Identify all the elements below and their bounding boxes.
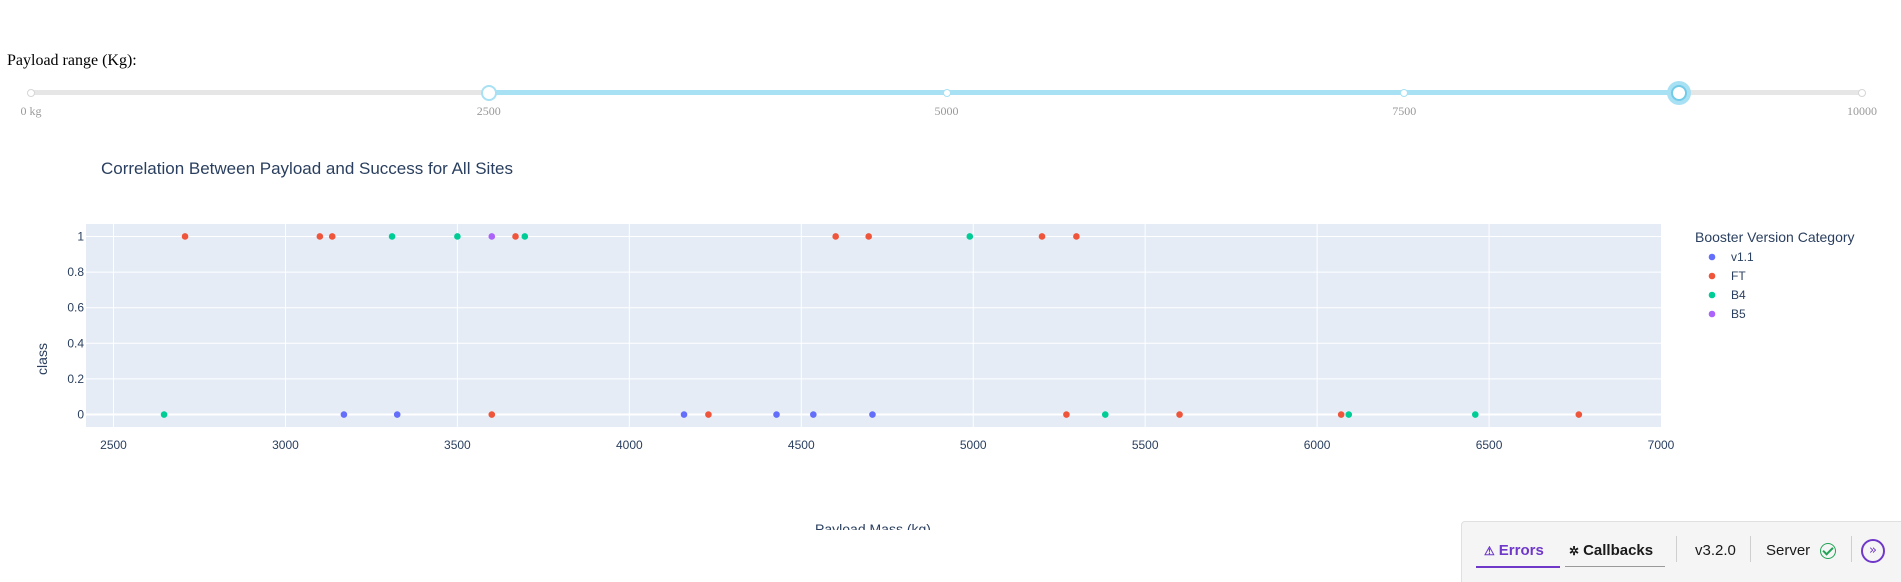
slider-mark-label[interactable]: 0 kg	[20, 104, 42, 118]
divider	[1750, 536, 1751, 562]
x-tick-label: 4000	[616, 438, 643, 452]
callbacks-label: Callbacks	[1583, 542, 1654, 559]
data-point-FT[interactable]	[1063, 411, 1070, 418]
legend-marker	[1708, 291, 1716, 299]
data-point-v1-1[interactable]	[773, 411, 780, 418]
data-point-B4[interactable]	[1345, 411, 1353, 418]
x-tick-label: 3000	[272, 438, 299, 452]
callbacks-tab-underline	[1565, 566, 1665, 567]
y-tick-label: 0.8	[67, 265, 84, 279]
slider-mark-label[interactable]: 2500	[476, 104, 501, 118]
payload-success-scatter-chart: Correlation Between Payload and Success …	[34, 159, 1855, 530]
callback-graph-icon: ✲	[1569, 543, 1580, 558]
y-axis-title: class	[34, 343, 50, 375]
legend-label: B4	[1731, 288, 1746, 302]
data-point-B4[interactable]	[1101, 411, 1109, 418]
data-point-FT[interactable]	[328, 233, 336, 240]
data-point-FT[interactable]	[832, 233, 839, 240]
plot-area[interactable]	[86, 224, 1661, 427]
server-status[interactable]: Server	[1766, 542, 1837, 559]
slider-handle-min[interactable]	[480, 85, 497, 101]
data-point-B4[interactable]	[521, 233, 529, 240]
slider-mark-label[interactable]: 7500	[1392, 104, 1417, 118]
x-tick-label: 5500	[1132, 438, 1159, 452]
slider-mark-dot[interactable]	[27, 89, 35, 97]
data-point-B4[interactable]	[454, 233, 461, 240]
divider	[1676, 536, 1677, 562]
data-point-B5[interactable]	[488, 233, 496, 240]
x-tick-label: 6000	[1304, 438, 1331, 452]
legend-label: B5	[1731, 307, 1746, 321]
data-point-FT[interactable]	[316, 233, 324, 240]
check-circle-icon	[1820, 542, 1837, 559]
data-point-FT[interactable]	[488, 411, 496, 418]
legend-label: FT	[1731, 269, 1746, 283]
data-point-v1-1[interactable]	[869, 411, 876, 418]
errors-label: Errors	[1498, 542, 1544, 559]
data-point-FT[interactable]	[705, 411, 712, 418]
dash-debug-menu: ⚠ Errors ✲ Callbacks v3.2.0 Server »	[1461, 521, 1901, 582]
errors-tab[interactable]: ⚠ Errors	[1484, 542, 1544, 559]
data-point-B4[interactable]	[966, 233, 974, 240]
legend-title: Booster Version Category	[1695, 229, 1855, 245]
slider-mark-dot[interactable]	[942, 89, 951, 97]
x-tick-label: 5000	[960, 438, 987, 452]
data-point-FT[interactable]	[1038, 233, 1046, 240]
legend-label: v1.1	[1731, 250, 1754, 264]
legend-marker	[1708, 253, 1716, 261]
x-tick-label: 4500	[788, 438, 815, 452]
data-point-v1-1[interactable]	[680, 411, 688, 418]
y-tick-label: 0.2	[67, 372, 84, 386]
y-tick-label: 0	[77, 408, 84, 422]
slider-selected-track[interactable]	[488, 90, 1679, 95]
divider	[1851, 536, 1852, 562]
legend-item-FT[interactable]: FT	[1708, 269, 1747, 283]
warning-icon: ⚠	[1484, 543, 1495, 558]
payload-range-label: Payload range (Kg):	[7, 52, 137, 69]
slider-handle-max[interactable]	[1670, 85, 1687, 101]
data-point-FT[interactable]	[1575, 411, 1583, 418]
y-tick-label: 1	[77, 229, 84, 243]
callbacks-tab[interactable]: ✲ Callbacks	[1569, 542, 1653, 559]
version-label: v3.2.0	[1695, 542, 1736, 559]
x-axis-title: Payload Mass (kg)	[815, 521, 931, 530]
legend-item-B4[interactable]: B4	[1708, 288, 1746, 302]
legend-marker	[1708, 310, 1716, 318]
data-point-FT[interactable]	[1176, 411, 1183, 418]
data-point-FT[interactable]	[1337, 411, 1345, 418]
y-tick-label: 0.6	[67, 301, 84, 315]
x-tick-label: 2500	[100, 438, 127, 452]
slider-mark-label[interactable]: 5000	[934, 104, 959, 118]
slider-mark-dot[interactable]	[1400, 89, 1409, 97]
data-point-B4[interactable]	[1472, 411, 1479, 418]
data-point-v1-1[interactable]	[810, 411, 817, 418]
data-point-FT[interactable]	[865, 233, 872, 240]
data-point-FT[interactable]	[181, 233, 189, 240]
expand-menu-icon[interactable]: »	[1861, 539, 1885, 563]
legend-item-v1-1[interactable]: v1.1	[1708, 250, 1754, 264]
x-tick-label: 7000	[1648, 438, 1675, 452]
data-point-B4[interactable]	[388, 233, 396, 240]
y-tick-label: 0.4	[67, 336, 84, 350]
slider-mark-dot[interactable]	[1858, 89, 1866, 97]
server-label: Server	[1766, 542, 1811, 559]
data-point-v1-1[interactable]	[393, 411, 401, 418]
data-point-v1-1[interactable]	[340, 411, 348, 418]
x-tick-label: 6500	[1476, 438, 1503, 452]
slider-mark-label[interactable]: 10000	[1847, 104, 1877, 118]
x-tick-label: 3500	[444, 438, 471, 452]
data-point-B4[interactable]	[160, 411, 168, 418]
data-point-FT[interactable]	[512, 233, 519, 240]
errors-tab-underline	[1476, 566, 1560, 568]
legend-marker	[1708, 272, 1716, 280]
chart-title: Correlation Between Payload and Success …	[101, 159, 513, 178]
data-point-FT[interactable]	[1073, 233, 1080, 240]
legend[interactable]: Booster Version Category v1.1 FT B4 B5	[1695, 229, 1855, 321]
legend-item-B5[interactable]: B5	[1708, 307, 1746, 321]
